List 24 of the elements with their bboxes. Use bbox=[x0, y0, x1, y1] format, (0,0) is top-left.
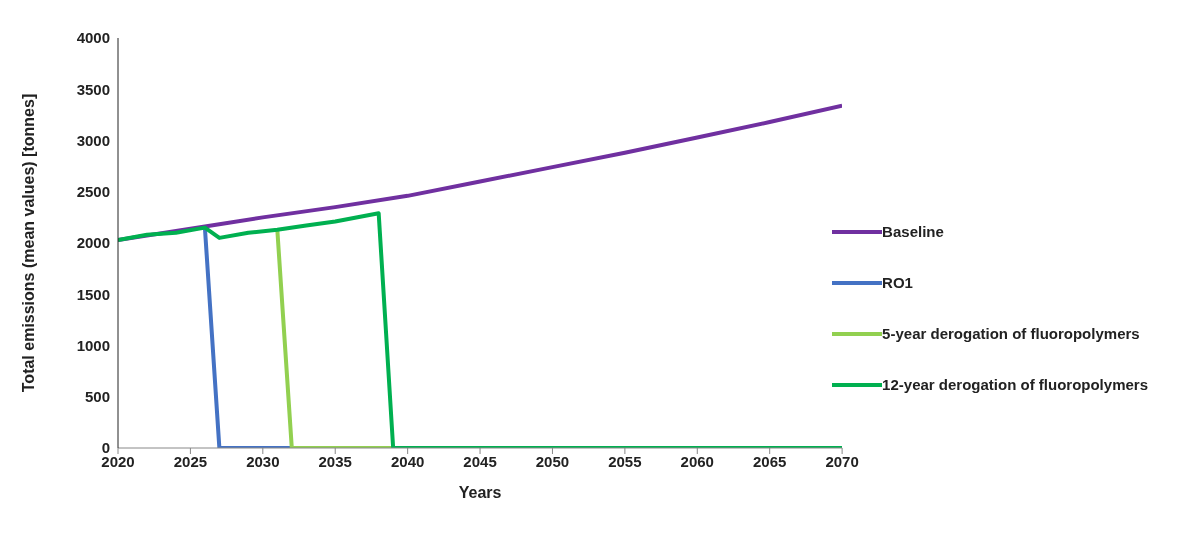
y-tick-label: 3000 bbox=[76, 131, 110, 149]
y-axis-title: Total emissions (mean values) [tonnes] bbox=[19, 93, 37, 393]
x-tick-label: 2070 bbox=[825, 452, 859, 470]
y-tick-label: 2000 bbox=[76, 234, 110, 252]
x-tick-label: 2055 bbox=[608, 452, 642, 470]
x-tick-label: 2060 bbox=[680, 452, 714, 470]
x-axis-title: Years bbox=[458, 484, 502, 501]
legend-label: 5-year derogation of fluoropolymers bbox=[882, 325, 1140, 342]
y-tick-label: 1000 bbox=[76, 336, 110, 354]
x-tick-label: 2045 bbox=[463, 452, 497, 470]
y-tick-label: 4000 bbox=[76, 29, 110, 47]
x-tick-label: 2050 bbox=[535, 452, 570, 470]
y-tick-label: 2500 bbox=[76, 183, 110, 201]
y-tick-label: 3500 bbox=[76, 80, 110, 98]
y-tick-label: 500 bbox=[84, 388, 110, 406]
x-tick-label: 2040 bbox=[390, 452, 425, 470]
legend-label: RO1 bbox=[882, 274, 913, 291]
x-tick-label: 2030 bbox=[246, 452, 280, 470]
x-tick-label: 2065 bbox=[753, 452, 787, 470]
legend-label: 12-year derogation of fluoropolymers bbox=[882, 376, 1148, 393]
legend-label: Baseline bbox=[882, 223, 944, 240]
x-tick-label: 2025 bbox=[173, 452, 208, 470]
x-tick-label: 2035 bbox=[318, 452, 352, 470]
y-tick-label: 1500 bbox=[76, 285, 110, 303]
